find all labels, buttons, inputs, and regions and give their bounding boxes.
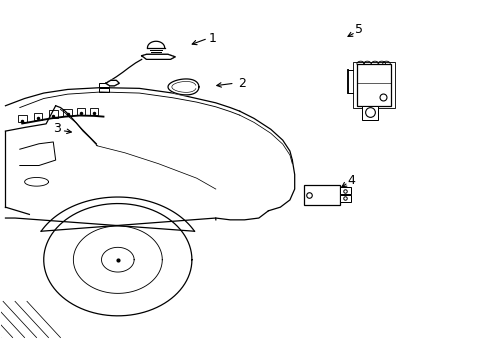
Text: 1: 1 [208,32,216,45]
Text: 5: 5 [354,23,363,36]
Bar [99,82,109,87]
Bar [49,111,58,118]
Bar [361,106,378,120]
Polygon shape [168,79,199,95]
Bar [304,185,340,205]
Polygon shape [105,80,119,86]
Bar [63,109,72,116]
Bar [340,195,350,202]
Bar [340,187,350,194]
Polygon shape [142,54,175,59]
Bar [34,113,42,120]
Bar [18,115,26,122]
Bar [89,108,98,115]
Bar [77,108,85,115]
Bar [356,64,390,106]
Bar [352,62,394,108]
Bar [99,87,109,92]
Text: 3: 3 [53,122,61,135]
Text: 2: 2 [238,77,245,90]
Text: 4: 4 [347,174,355,186]
